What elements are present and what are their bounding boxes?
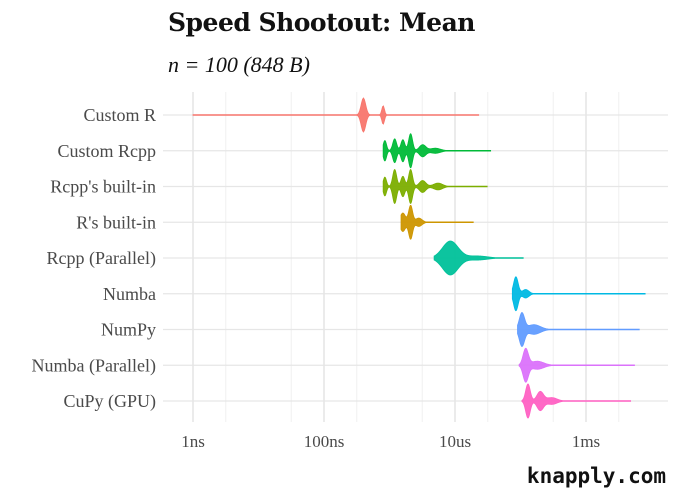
y-tick-label: R's built-in bbox=[76, 212, 156, 232]
x-tick-label: 10us bbox=[439, 432, 471, 451]
y-tick-label: Numba bbox=[103, 284, 156, 304]
violin-numba-parallel bbox=[518, 347, 635, 383]
violin-r-s-built-in bbox=[400, 204, 474, 240]
y-tick-label: CuPy (GPU) bbox=[63, 391, 156, 412]
violin-rcpp-s-built-in bbox=[382, 169, 488, 204]
violin-numba bbox=[511, 276, 646, 312]
violin-custom-r bbox=[192, 97, 480, 133]
y-tick-label: Rcpp (Parallel) bbox=[47, 248, 156, 269]
chart-subtitle: n = 100 (848 B) bbox=[168, 52, 310, 77]
y-tick-label: NumPy bbox=[101, 320, 156, 340]
y-tick-label: Numba (Parallel) bbox=[32, 355, 156, 376]
violin-custom-rcpp bbox=[382, 133, 492, 169]
y-tick-label: Custom Rcpp bbox=[57, 141, 156, 161]
y-tick-label: Custom R bbox=[83, 105, 156, 125]
violin-rcpp-parallel bbox=[433, 240, 524, 276]
x-tick-label: 1ns bbox=[181, 432, 205, 451]
violin-numpy bbox=[517, 312, 640, 347]
x-tick-label: 100ns bbox=[304, 432, 345, 451]
y-tick-label: Rcpp's built-in bbox=[50, 177, 156, 197]
violin-cupy-gpu bbox=[521, 383, 632, 419]
x-tick-label: 1ms bbox=[572, 432, 600, 451]
watermark: knapply.com bbox=[526, 464, 666, 488]
chart-title: Speed Shootout: Mean bbox=[168, 8, 475, 37]
